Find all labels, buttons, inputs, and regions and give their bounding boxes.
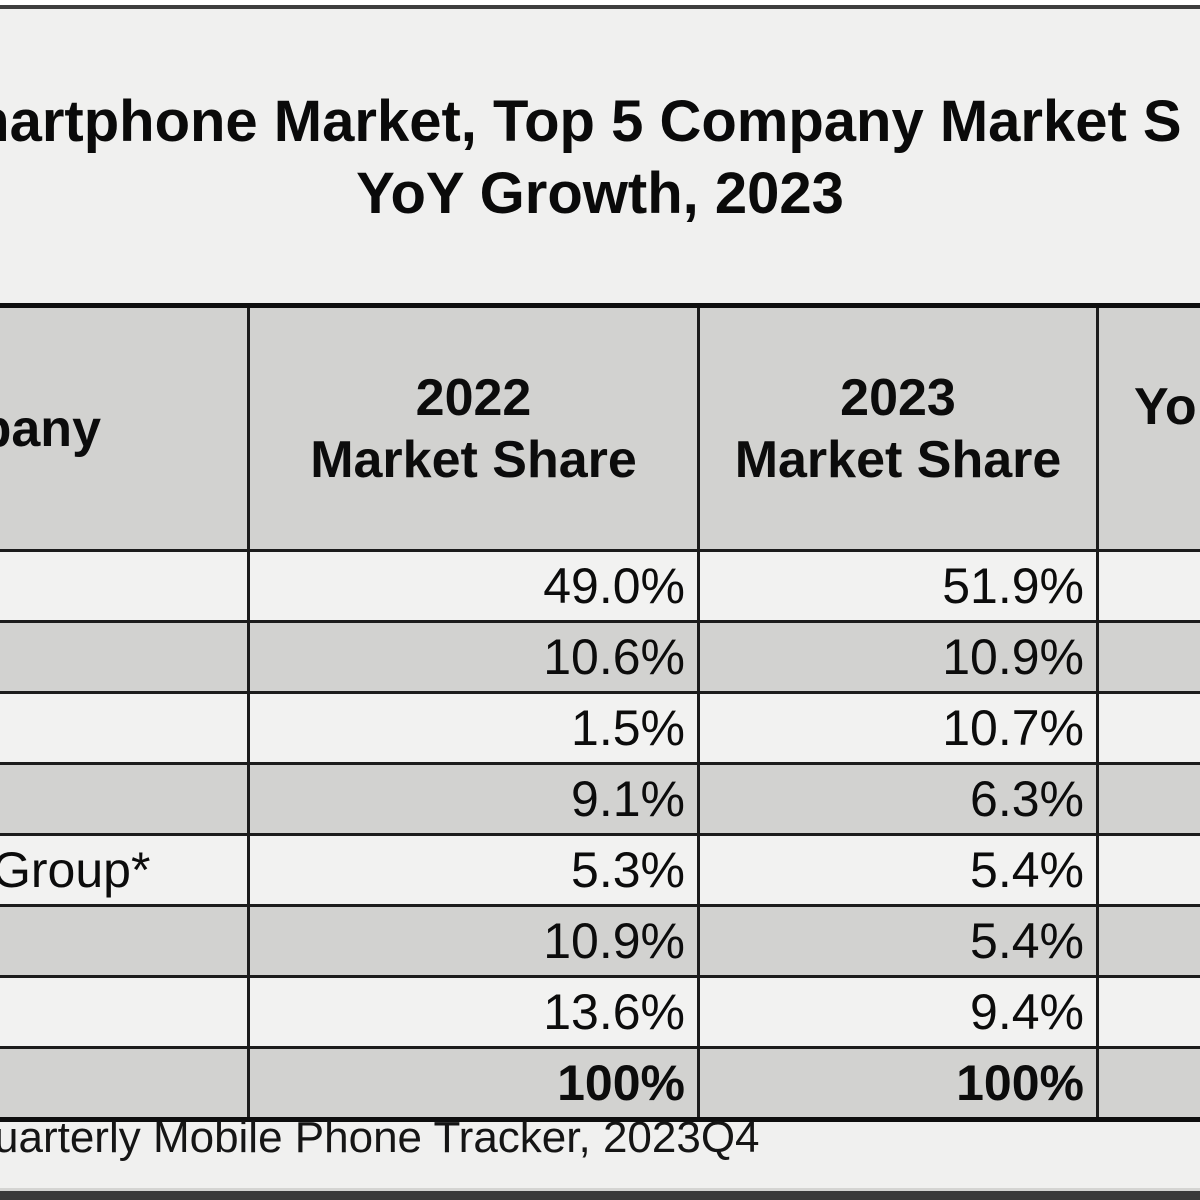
table-row: 10.6% 10.9% [0,620,1200,694]
header-yoy: Yo [1096,304,1200,552]
cell-company [0,1046,250,1121]
cell-company [0,762,250,836]
cell-company [0,975,250,1049]
cell-share-2022: 10.9% [247,904,700,978]
cell-share-2022: 13.6% [247,975,700,1049]
header-2023-label: Market Share [734,430,1062,489]
cell-yoy [1096,975,1200,1049]
table-row: 13.6% 9.4% [0,975,1200,1049]
table-row: 1.5% 10.7% [0,691,1200,765]
header-2023-market-share: 2023 Market Share [697,304,1099,552]
header-2023-year: 2023 [840,368,956,427]
cell-share-2022: 10.6% [247,620,700,694]
cell-share-2023: 5.4% [697,833,1099,907]
chart-title-line1: martphone Market, Top 5 Company Market S [0,89,1182,154]
source-caption: uarterly Mobile Phone Tracker, 2023Q4 [0,1113,760,1162]
header-2022-label: Market Share [310,430,637,489]
cell-yoy [1096,833,1200,907]
cell-company [0,549,250,623]
table-row: 9.1% 6.3% [0,762,1200,836]
cell-share-2023: 5.4% [697,904,1099,978]
top-border-rule [0,5,1200,9]
cell-company-group: Group* [0,833,250,907]
bottom-light-divider [0,1188,1200,1191]
table-row-group: Group* 5.3% 5.4% [0,833,1200,907]
table-row-total: 100% 100% [0,1046,1200,1121]
cell-yoy [1096,1046,1200,1121]
cell-share-2023: 6.3% [697,762,1099,836]
table-row: 10.9% 5.4% [0,904,1200,978]
cell-share-2023: 9.4% [697,975,1099,1049]
cell-yoy [1096,549,1200,623]
cell-company [0,620,250,694]
cell-share-2023: 10.9% [697,620,1099,694]
cell-share-2022: 9.1% [247,762,700,836]
cell-yoy [1096,691,1200,765]
cell-share-2022-total: 100% [247,1046,700,1121]
table-header-row: pany 2022 Market Share 2023 Market Share… [0,304,1200,552]
cell-share-2023: 10.7% [697,691,1099,765]
cell-company [0,691,250,765]
market-share-table: pany 2022 Market Share 2023 Market Share… [0,303,1200,1122]
cell-yoy [1096,762,1200,836]
top-white-margin [0,0,1200,5]
cell-yoy [1096,620,1200,694]
cell-share-2023: 51.9% [697,549,1099,623]
table-row: 49.0% 51.9% [0,549,1200,623]
header-2022-market-share: 2022 Market Share [247,304,700,552]
chart-title-line2: YoY Growth, 2023 [356,161,844,226]
cell-yoy [1096,904,1200,978]
header-company: pany [0,304,250,552]
cell-company [0,904,250,978]
cell-share-2023-total: 100% [697,1046,1099,1121]
bottom-dark-bar [0,1191,1200,1200]
cell-share-2022: 49.0% [247,549,700,623]
cell-share-2022: 1.5% [247,691,700,765]
cell-share-2022: 5.3% [247,833,700,907]
header-2022-year: 2022 [415,368,532,427]
